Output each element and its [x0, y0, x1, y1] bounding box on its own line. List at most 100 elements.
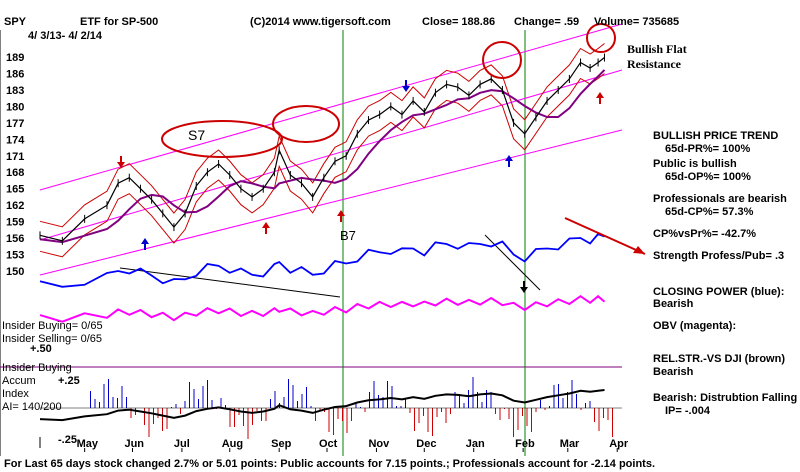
y-tick-label: 174: [6, 134, 25, 146]
index-label: Index: [2, 388, 29, 400]
x-tick-label: Oct: [319, 438, 338, 450]
b7-label: B7: [340, 228, 356, 243]
change-value: Change= .59: [514, 16, 580, 28]
right-panel-line: IP= -.004: [665, 405, 710, 417]
obv-line: [39, 294, 606, 323]
trend-channel-line: [39, 129, 623, 276]
rel-strength-line: [39, 389, 605, 422]
plus-25-label: +.25: [58, 375, 80, 387]
accum-label: Accum: [2, 375, 36, 387]
accumulation-index-bars: [39, 377, 622, 439]
obv-line: [39, 294, 606, 323]
ticker: SPY: [4, 16, 27, 28]
signal-arrows: [117, 80, 646, 293]
copyright: (C)2014 www.tigersoft.com: [250, 16, 391, 28]
callout-arrow-line: [564, 217, 646, 255]
lower-band: [39, 73, 605, 258]
right-panel-line: 65d-PR%= 100%: [665, 143, 751, 155]
insider-selling-count: Insider Selling= 0/65: [2, 333, 102, 345]
trend-channel-line: [39, 69, 623, 241]
highlight-oval: [482, 41, 522, 79]
sell-arrow: [402, 80, 410, 92]
trend-channels: [39, 23, 623, 298]
x-tick-label: Jun: [124, 438, 144, 450]
right-panel-line: Strength Profess/Pub= .3: [653, 250, 785, 262]
right-panel-line: Bearish: [653, 366, 694, 378]
right-panel-line: Bearish: [653, 298, 694, 310]
close-value: Close= 188.86: [422, 16, 496, 28]
x-tick-label: Feb: [515, 438, 535, 450]
right-panel-line: Bearish: Distrubtion Falling: [653, 392, 798, 404]
upper-band: [39, 43, 605, 228]
x-tick-label: Jan: [466, 438, 485, 450]
right-panel-line: CP%vsPr%= -42.7%: [653, 228, 757, 240]
x-tick-label: May: [77, 438, 99, 450]
x-tick-label: Jul: [174, 438, 190, 450]
y-tick-label: 171: [6, 151, 24, 163]
buy-arrow: [596, 92, 604, 104]
highlight-oval: [161, 120, 283, 158]
y-tick-label: 189: [6, 52, 24, 64]
trend-channel-line: [39, 23, 623, 191]
downtrend-line: [119, 267, 341, 298]
footer-summary: For Last 65 days stock changed 2.7% or 5…: [4, 458, 655, 470]
volume-value: Volume= 735685: [594, 16, 680, 28]
bollinger-bands: [39, 43, 605, 258]
bullish-flat-label: Bullish Flat: [627, 42, 687, 56]
price-series: [39, 53, 605, 245]
buy-arrow: [262, 222, 270, 234]
sell-arrow: [520, 281, 528, 293]
highlight-ovals: [161, 23, 616, 158]
chart-title: ETF for SP-500: [80, 16, 159, 28]
minus-25-label: -.25: [58, 434, 77, 446]
y-tick-label: 165: [6, 184, 24, 196]
price-line: [39, 57, 605, 242]
right-panel-line: 65d-OP%= 100%: [665, 171, 751, 183]
right-panel-line: Public is bullish: [653, 158, 737, 170]
x-tick-label: Aug: [222, 438, 243, 450]
chart-frame: [0, 30, 622, 456]
x-tick-label: Sep: [271, 438, 291, 450]
right-panel-line: BULLISH PRICE TREND: [653, 130, 779, 142]
date-range: 4/ 3/13- 4/ 2/14: [28, 30, 102, 42]
falling-line: [484, 234, 541, 291]
buy-arrow: [505, 155, 513, 167]
x-axis-ticks: May Jun Jul Aug Sep Oct Nov Dec Jan Feb Mar Apr: [77, 438, 629, 452]
y-tick-label: 162: [6, 200, 24, 212]
right-panel-line: REL.STR.-VS DJI (brown): [653, 353, 785, 365]
y-tick-label: 186: [6, 68, 24, 80]
x-tick-label: Nov: [368, 438, 390, 450]
insider-buying-count: Insider Buying= 0/65: [2, 320, 103, 332]
s7-label: S7: [188, 127, 206, 143]
moving-average: [39, 69, 606, 244]
x-tick-label: Mar: [560, 438, 580, 450]
y-tick-label: 159: [6, 217, 24, 229]
y-tick-label: 156: [6, 233, 24, 245]
closing-power-line: [39, 232, 605, 288]
plus-50-label: +.50: [30, 343, 52, 355]
buy-arrow: [337, 210, 345, 222]
right-panel-line: 65d-CP%= 57.3%: [665, 206, 754, 218]
y-tick-label: 183: [6, 85, 24, 97]
x-tick-label: Apr: [609, 438, 629, 450]
right-panel-line: Professionals are bearish: [653, 193, 787, 205]
highlight-oval: [272, 105, 340, 143]
y-tick-label: 168: [6, 167, 24, 179]
y-tick-label: 180: [6, 101, 24, 113]
right-panel-line: OBV (magenta):: [653, 320, 737, 332]
y-tick-label: 150: [6, 266, 24, 278]
closing-power-line: [39, 232, 605, 288]
buy-arrow: [141, 238, 149, 250]
y-tick-label: 177: [6, 118, 24, 130]
ai-value: AI= 140/200: [2, 401, 62, 413]
accum-title: Insider Buying: [2, 362, 72, 374]
right-panel-line: CLOSING POWER (blue):: [653, 286, 785, 298]
y-axis-ticks: 189 186 183 180 177 174 171 168 165 162 159 156 153 1…: [6, 52, 25, 278]
highlight-oval: [586, 23, 616, 53]
ma-line: [39, 69, 606, 244]
callout-arrow-head: [633, 246, 645, 254]
y-tick-label: 153: [6, 250, 24, 262]
x-tick-label: Dec: [416, 438, 436, 450]
sell-arrow: [117, 156, 125, 168]
